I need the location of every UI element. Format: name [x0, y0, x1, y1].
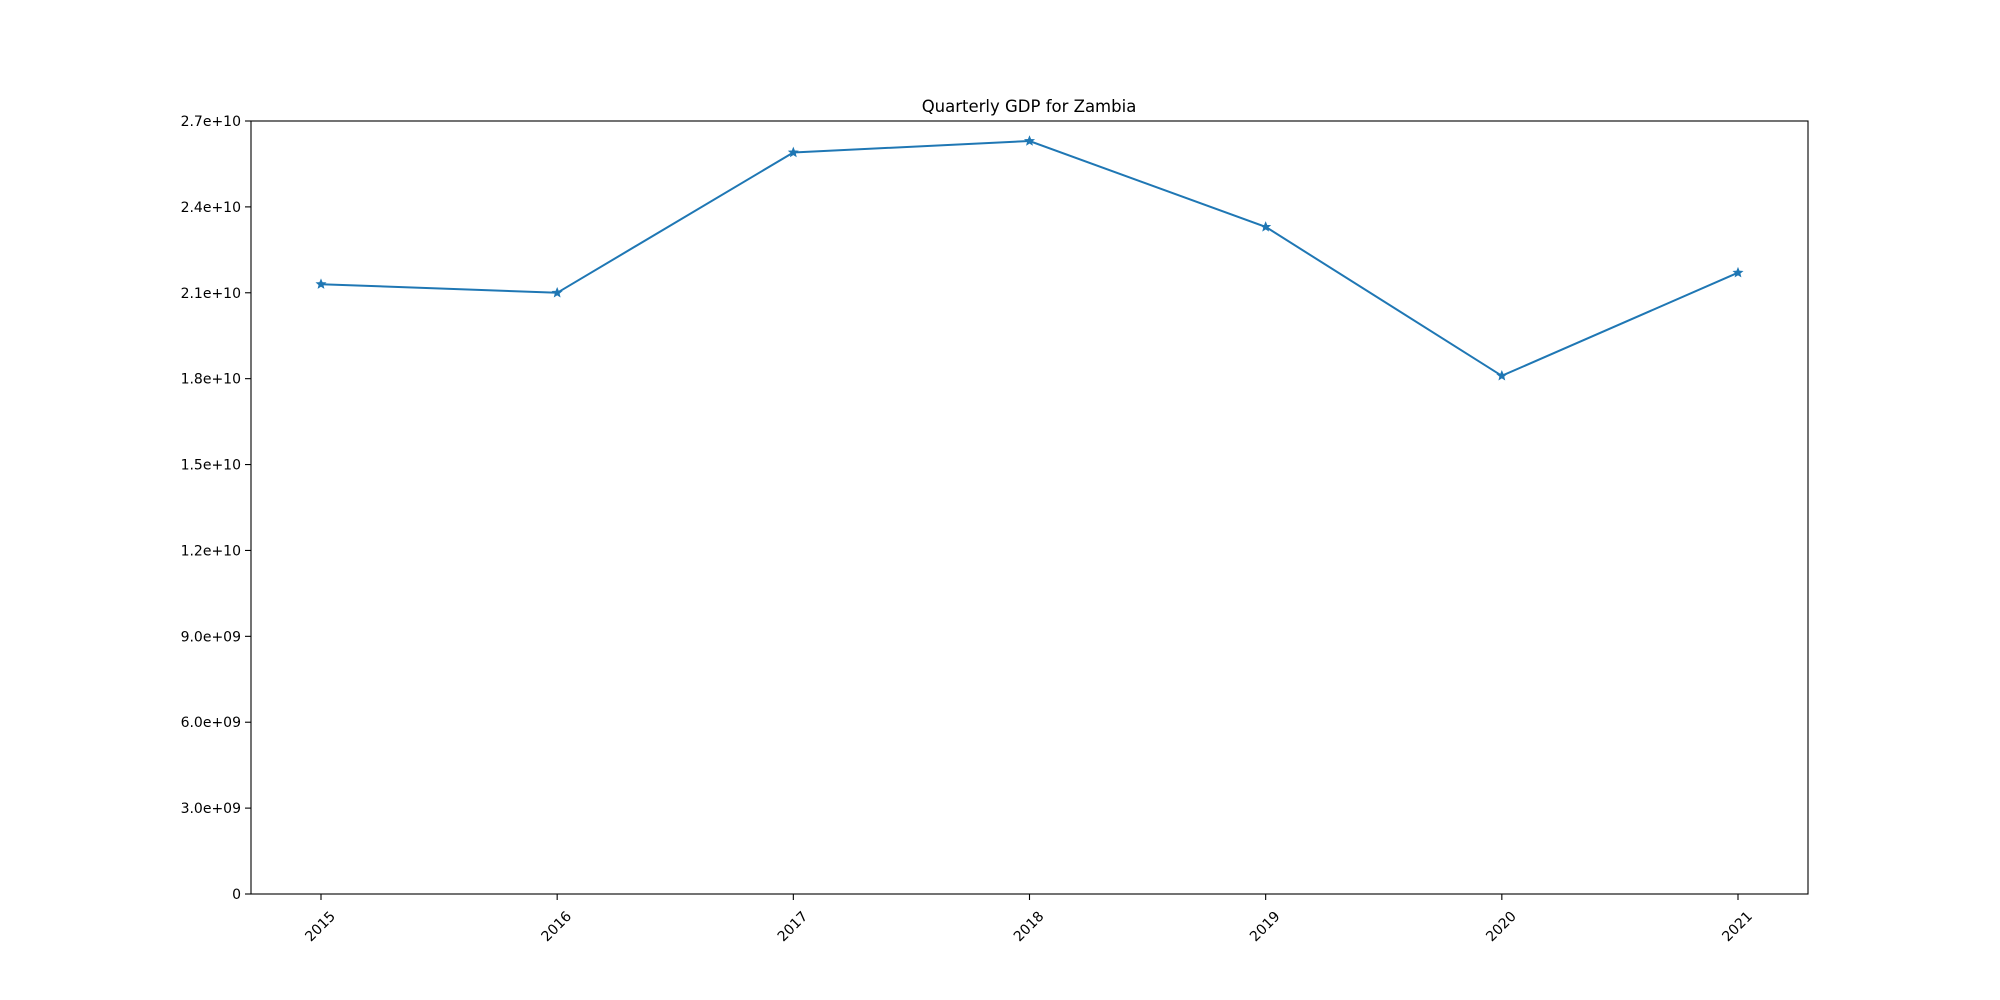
data-point-marker — [1023, 135, 1036, 146]
data-point-marker — [1496, 369, 1508, 381]
y-tick-label: 2.4e+10 — [181, 200, 241, 216]
axes-frame — [250, 120, 1809, 895]
y-tick-label: 2.1e+10 — [181, 286, 241, 302]
y-tick-label: 9.0e+09 — [181, 629, 241, 645]
y-tick-label: 3.0e+09 — [181, 801, 241, 817]
data-point-marker — [551, 286, 563, 298]
y-tick-label: 6.0e+09 — [181, 715, 241, 731]
series-line — [320, 139, 1739, 377]
data-point-marker — [787, 146, 799, 158]
plot-area: 0 3.0e+09 6.0e+09 9.0e+09 1.2e+10 1.5e+10 1.8e… — [181, 114, 1809, 946]
data-point-marker — [1732, 266, 1744, 278]
x-tick-label: 2019 — [1247, 909, 1284, 946]
chart-title: Quarterly GDP for Zambia — [922, 97, 1137, 116]
x-tick-label: 2015 — [302, 909, 339, 946]
x-tick-label: 2021 — [1719, 909, 1756, 946]
y-tick-label: 2.7e+10 — [181, 114, 241, 130]
x-tick-label: 2017 — [775, 909, 812, 946]
data-point-marker — [315, 278, 327, 289]
x-tick-label: 2016 — [539, 909, 576, 946]
x-tick-label: 2020 — [1483, 909, 1520, 946]
x-tick-label: 2018 — [1011, 909, 1048, 946]
y-tick-label: 0 — [232, 887, 241, 903]
y-tick-label: 1.8e+10 — [181, 372, 241, 388]
data-point-marker — [1260, 221, 1272, 232]
y-tick-label: 1.5e+10 — [181, 458, 241, 474]
y-tick-label: 1.2e+10 — [181, 543, 241, 559]
